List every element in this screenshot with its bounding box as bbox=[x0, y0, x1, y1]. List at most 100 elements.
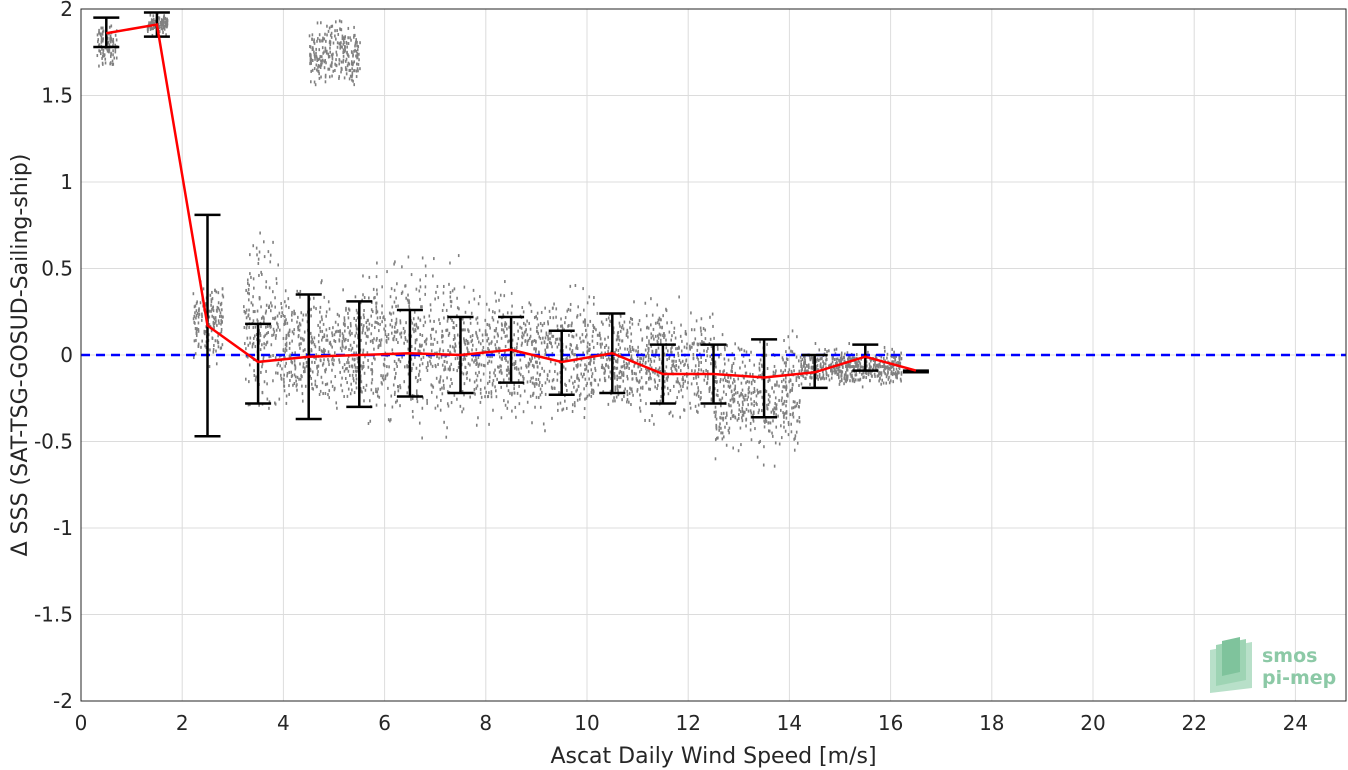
scatter-point bbox=[658, 322, 661, 326]
scatter-point bbox=[507, 340, 509, 344]
scatter-point bbox=[522, 377, 525, 381]
scatter-point bbox=[658, 332, 661, 336]
scatter-point bbox=[417, 349, 420, 353]
scatter-point bbox=[691, 345, 693, 349]
scatter-point bbox=[288, 328, 291, 332]
scatter-point bbox=[290, 313, 293, 317]
scatter-point bbox=[865, 364, 868, 368]
scatter-point bbox=[531, 342, 533, 346]
scatter-point bbox=[867, 373, 870, 377]
scatter-point bbox=[714, 379, 717, 383]
scatter-point bbox=[463, 382, 466, 386]
scatter-point bbox=[516, 391, 519, 395]
scatter-point bbox=[263, 346, 266, 350]
scatter-point bbox=[313, 336, 316, 340]
scatter-point bbox=[518, 384, 520, 388]
scatter-point bbox=[355, 327, 358, 331]
scatter-point bbox=[330, 53, 333, 57]
scatter-point bbox=[655, 349, 657, 353]
scatter-point bbox=[331, 345, 333, 349]
scatter-point bbox=[488, 422, 490, 426]
scatter-point bbox=[317, 65, 319, 69]
scatter-point bbox=[362, 313, 365, 317]
scatter-point bbox=[272, 379, 274, 383]
scatter-point bbox=[576, 388, 578, 392]
scatter-point bbox=[297, 325, 299, 329]
scatter-point bbox=[802, 364, 804, 368]
scatter-point bbox=[894, 355, 896, 359]
scatter-point bbox=[513, 361, 515, 365]
scatter-point bbox=[467, 329, 470, 333]
scatter-point bbox=[584, 324, 586, 328]
scatter-point bbox=[429, 319, 432, 323]
scatter-point bbox=[102, 48, 105, 52]
scatter-point bbox=[591, 375, 593, 379]
scatter-point bbox=[733, 399, 736, 403]
scatter-point bbox=[740, 347, 743, 351]
scatter-point bbox=[411, 409, 414, 413]
scatter-point bbox=[255, 332, 258, 336]
scatter-point bbox=[353, 358, 356, 362]
scatter-point bbox=[395, 317, 398, 321]
scatter-point bbox=[214, 339, 217, 343]
scatter-point bbox=[355, 75, 358, 79]
scatter-points bbox=[96, 11, 903, 468]
scatter-point bbox=[331, 24, 334, 28]
scatter-point bbox=[270, 301, 272, 305]
scatter-point bbox=[312, 46, 314, 50]
scatter-point bbox=[514, 405, 517, 409]
scatter-point bbox=[785, 399, 788, 403]
scatter-point bbox=[682, 375, 684, 379]
scatter-point bbox=[310, 314, 312, 318]
scatter-point bbox=[636, 389, 639, 393]
scatter-point bbox=[630, 349, 632, 353]
scatter-point bbox=[456, 333, 459, 337]
scatter-point bbox=[842, 355, 845, 359]
scatter-point bbox=[819, 365, 822, 369]
scatter-point bbox=[215, 290, 218, 294]
scatter-point bbox=[720, 426, 722, 430]
scatter-point bbox=[454, 342, 457, 346]
scatter-point bbox=[753, 403, 755, 407]
scatter-point bbox=[310, 69, 312, 73]
scatter-point bbox=[836, 361, 838, 365]
scatter-point bbox=[694, 404, 697, 408]
scatter-point bbox=[626, 377, 629, 381]
scatter-point bbox=[876, 374, 879, 378]
scatter-point bbox=[583, 372, 585, 376]
scatter-point bbox=[653, 359, 656, 363]
scatter-point bbox=[622, 371, 625, 375]
scatter-point bbox=[515, 367, 518, 371]
scatter-point bbox=[621, 339, 623, 343]
scatter-point bbox=[741, 409, 744, 413]
scatter-point bbox=[650, 360, 653, 364]
scatter-point bbox=[154, 19, 156, 23]
scatter-point bbox=[323, 37, 326, 41]
scatter-point bbox=[881, 365, 884, 369]
scatter-point bbox=[315, 307, 317, 311]
scatter-point bbox=[386, 270, 388, 274]
scatter-point bbox=[434, 406, 437, 410]
scatter-point bbox=[741, 413, 744, 417]
scatter-point bbox=[368, 327, 370, 331]
scatter-point bbox=[582, 287, 584, 291]
scatter-point bbox=[269, 309, 272, 313]
scatter-point bbox=[868, 370, 870, 374]
scatter-point bbox=[441, 308, 444, 312]
scatter-point bbox=[211, 336, 214, 340]
scatter-point bbox=[334, 386, 336, 390]
scatter-point bbox=[265, 280, 268, 284]
scatter-point bbox=[559, 338, 562, 342]
scatter-point bbox=[197, 342, 200, 346]
scatter-point bbox=[656, 373, 659, 377]
scatter-point bbox=[796, 419, 799, 423]
scatter-point bbox=[313, 53, 316, 57]
scatter-point bbox=[368, 275, 371, 279]
scatter-point bbox=[584, 368, 586, 372]
scatter-point bbox=[245, 347, 247, 351]
scatter-point bbox=[753, 363, 756, 367]
scatter-point bbox=[112, 62, 115, 66]
scatter-point bbox=[619, 346, 622, 350]
scatter-point bbox=[354, 33, 356, 37]
scatter-point bbox=[384, 318, 386, 322]
